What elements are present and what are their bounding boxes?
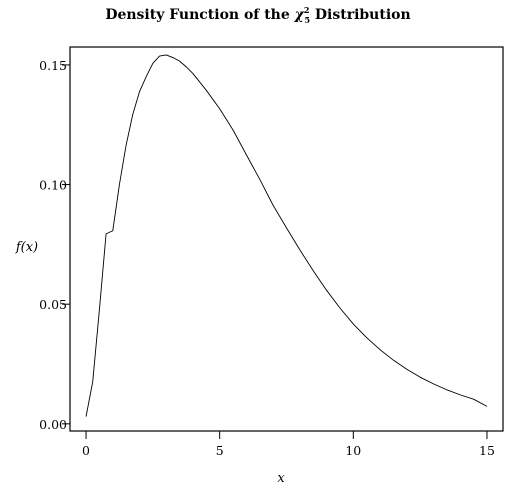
series-layer	[85, 54, 488, 417]
y-tick-label: 0.00	[39, 417, 67, 432]
x-axis-label: x	[277, 471, 285, 486]
density-curve	[85, 54, 488, 417]
plot-frame	[69, 46, 504, 432]
x-tick-label: 5	[216, 443, 224, 458]
x-tick-label: 15	[479, 443, 495, 458]
chart-title-suffix: Distribution	[310, 7, 411, 23]
x-tick-label: 0	[82, 443, 90, 458]
chart-title: Density Function of the χ2 5 Distribution	[105, 5, 410, 25]
x-tick-label: 10	[345, 443, 361, 458]
x-axis: 0 5 10 15	[82, 431, 495, 458]
chart-title-prefix: Density Function of the	[105, 7, 294, 23]
chart-title-sup: 2	[304, 5, 310, 15]
y-tick-label: 0.10	[39, 178, 67, 193]
y-axis-label: f(x)	[15, 240, 38, 255]
chart-title-chi: χ	[294, 7, 305, 23]
y-tick-label: 0.15	[39, 58, 67, 73]
chart-title-sub: 5	[304, 15, 310, 25]
y-tick-label: 0.05	[39, 297, 67, 312]
y-axis: 0.00 0.05 0.10 0.15	[39, 58, 70, 432]
